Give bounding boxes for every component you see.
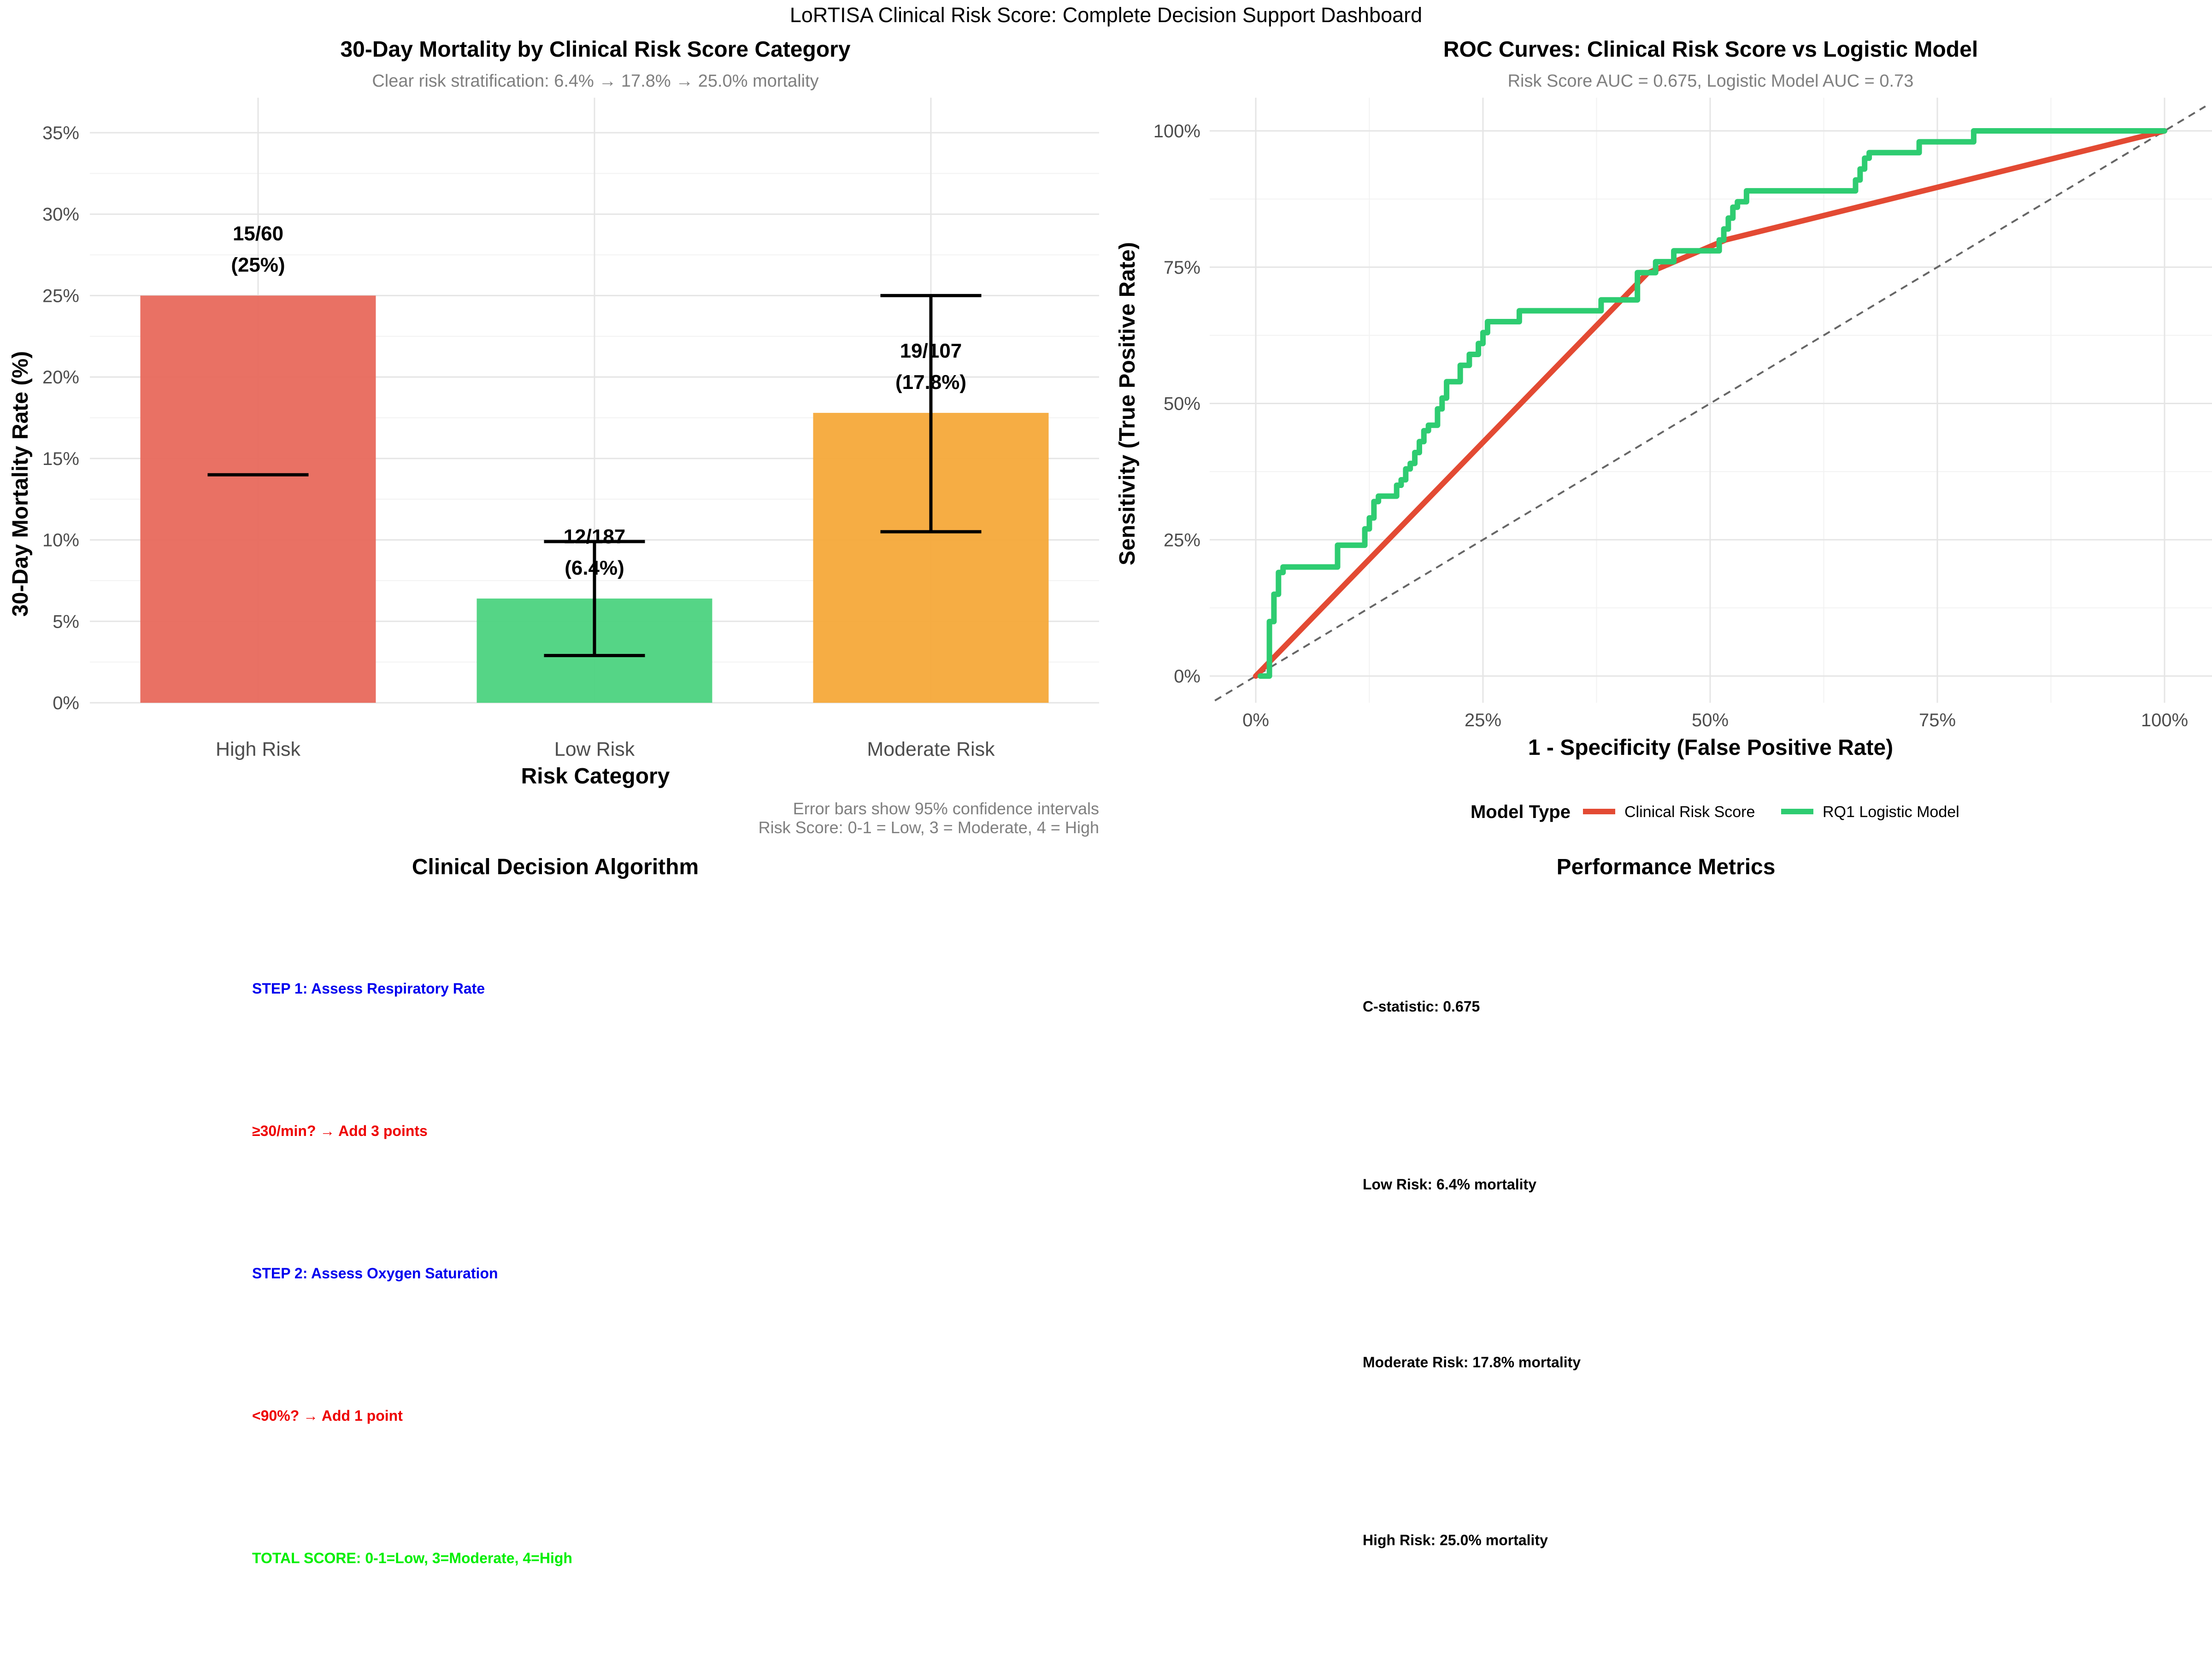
algorithm-step-4: <90%? → Add 1 point (252, 1407, 403, 1424)
bar-y-tick-label: 20% (42, 367, 79, 388)
bar-x-tick-label: Moderate Risk (867, 738, 995, 760)
algorithm-step-2: ≥30/min? → Add 3 points (252, 1123, 428, 1139)
bar-chart-caption-line-2: Risk Score: 0-1 = Low, 3 = Moderate, 4 =… (759, 818, 1099, 837)
algorithm-steps: STEP 1: Assess Respiratory Rate ≥30/min? … (252, 980, 572, 1566)
bar-chart-title: 30-Day Mortality by Clinical Risk Score … (340, 37, 850, 62)
metrics-panel: Performance Metrics C-statistic: 0.675 Lo… (1363, 855, 1775, 1548)
data-label-count-moderate-risk: 19/107 (900, 340, 962, 362)
bar-y-tick-label: 0% (53, 693, 79, 713)
data-label-rate-high-risk: (25%) (231, 253, 285, 276)
roc-line-clinical-risk-score (1253, 128, 2167, 679)
bar-y-tick-label: 15% (42, 449, 79, 469)
metric-item-4: High Risk: 25.0% mortality (1363, 1532, 1548, 1548)
roc-chart-y-ticks: 0% 25% 50% 75% 100% (1153, 121, 1200, 687)
bar-chart-y-ticks: 0% 5% 10% 15% 20% 25% 30% 35% (42, 123, 79, 713)
bar-chart-x-ticks: High Risk Low Risk Moderate Risk (216, 738, 995, 760)
bar-x-tick-label: High Risk (216, 738, 300, 760)
roc-x-tick-label: 0% (1242, 710, 1269, 730)
roc-chart-panel: ROC Curves: Clinical Risk Score vs Logis… (1115, 37, 2212, 822)
bar-y-tick-label: 5% (53, 612, 79, 632)
roc-x-tick-label: 50% (1692, 710, 1729, 730)
data-label-rate-low-risk: (6.4%) (565, 557, 624, 579)
metrics-panel-title: Performance Metrics (1557, 855, 1776, 879)
metrics-list: C-statistic: 0.675 Low Risk: 6.4% mortali… (1363, 998, 1581, 1548)
roc-y-tick-label: 100% (1153, 121, 1200, 141)
data-label-count-high-risk: 15/60 (233, 222, 283, 245)
roc-legend-title: Model Type (1471, 802, 1571, 822)
roc-chart-title: ROC Curves: Clinical Risk Score vs Logis… (1443, 37, 1978, 62)
bar-y-tick-label: 10% (42, 530, 79, 551)
algorithm-panel-title: Clinical Decision Algorithm (412, 855, 699, 879)
roc-chart-x-axis-title: 1 - Specificity (False Positive Rate) (1528, 735, 1893, 760)
dashboard-title: LoRTISA Clinical Risk Score: Complete De… (790, 3, 1422, 27)
roc-chart-x-ticks: 0% 25% 50% 75% 100% (1242, 710, 2188, 730)
bar-chart-x-axis-title: Risk Category (521, 764, 670, 788)
metric-item-3: Moderate Risk: 17.8% mortality (1363, 1354, 1581, 1371)
bar-chart-y-axis-title: 30-Day Mortality Rate (%) (8, 351, 33, 617)
roc-chart-subtitle: Risk Score AUC = 0.675, Logistic Model A… (1508, 71, 1914, 91)
data-label-rate-moderate-risk: (17.8%) (895, 371, 966, 394)
algorithm-step-3: STEP 2: Assess Oxygen Saturation (252, 1265, 498, 1282)
bar-chart-error-bars (207, 294, 982, 658)
roc-chart-series-lines (1253, 128, 2167, 679)
bar-x-tick-label: Low Risk (554, 738, 635, 760)
bar-high-risk (140, 295, 376, 703)
roc-chart-legend: Model Type Clinical Risk Score RQ1 Logis… (1471, 802, 1959, 822)
bar-chart-caption-line-1: Error bars show 95% confidence intervals (793, 799, 1099, 818)
bar-chart-subtitle: Clear risk stratification: 6.4% → 17.8% … (372, 71, 818, 91)
roc-y-tick-label: 75% (1164, 258, 1200, 278)
roc-legend-label-clinical-risk-score: Clinical Risk Score (1624, 803, 1755, 821)
algorithm-step-1: STEP 1: Assess Respiratory Rate (252, 980, 485, 997)
data-label-count-low-risk: 12/187 (564, 525, 626, 548)
bar-chart-panel: 30-Day Mortality by Clinical Risk Score … (8, 37, 1099, 837)
algorithm-step-5: TOTAL SCORE: 0-1=Low, 3=Moderate, 4=High (252, 1550, 572, 1566)
algorithm-panel: Clinical Decision Algorithm STEP 1: Asse… (252, 855, 699, 1566)
roc-x-tick-label: 25% (1465, 710, 1501, 730)
roc-chart-y-axis-title: Sensitivity (True Positive Rate) (1115, 242, 1140, 565)
bar-y-tick-label: 30% (42, 205, 79, 225)
metric-item-1: C-statistic: 0.675 (1363, 998, 1480, 1015)
bar-chart-data-labels: 15/60 (25%) 12/187 (6.4%) 19/107 (17.8%) (231, 222, 966, 579)
bar-y-tick-label: 25% (42, 286, 79, 306)
metric-item-2: Low Risk: 6.4% mortality (1363, 1176, 1536, 1193)
roc-x-tick-label: 100% (2141, 710, 2188, 730)
roc-legend-label-rq1-logistic-model: RQ1 Logistic Model (1823, 803, 1959, 821)
roc-x-tick-label: 75% (1919, 710, 1956, 730)
roc-line-rq1-logistic-model (1257, 128, 2167, 679)
roc-y-tick-label: 0% (1174, 666, 1200, 687)
roc-y-tick-label: 50% (1164, 394, 1200, 414)
bar-y-tick-label: 35% (42, 123, 79, 143)
roc-y-tick-label: 25% (1164, 530, 1200, 550)
roc-chart-gridlines (1210, 98, 2212, 703)
